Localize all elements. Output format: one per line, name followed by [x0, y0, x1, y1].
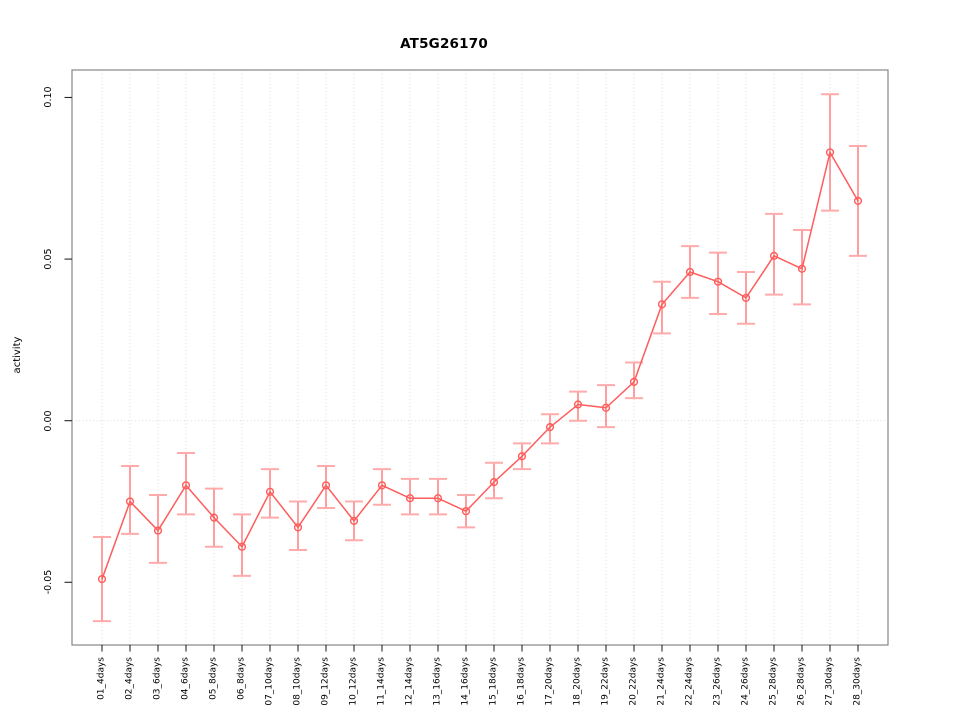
data-point — [713, 277, 723, 286]
x-tick-label: 04_6days — [180, 657, 191, 700]
x-tick-label: 07_10days — [264, 657, 275, 706]
x-tick-label: 14_16days — [460, 657, 471, 706]
x-tick-label: 27_30days — [824, 657, 835, 706]
x-tick-label: 10_12days — [348, 657, 359, 706]
data-point — [741, 293, 751, 302]
x-tick-label: 11_14days — [376, 657, 387, 706]
data-point — [545, 423, 555, 432]
y-tick-label: 0.05 — [43, 248, 54, 270]
data-point — [489, 477, 499, 487]
y-tick-label: -0.05 — [43, 569, 54, 595]
x-tick-label: 08_10days — [292, 657, 303, 706]
data-point — [209, 513, 219, 522]
x-tick-label: 24_26days — [740, 657, 751, 706]
data-point — [125, 497, 135, 506]
data-point — [237, 542, 247, 551]
x-tick-label: 01_4days — [96, 657, 107, 700]
data-point — [685, 267, 695, 277]
x-tick-label: 22_24days — [684, 657, 695, 706]
data-point — [769, 251, 779, 260]
data-point — [97, 574, 107, 584]
x-tick-label: 23_26days — [712, 657, 723, 706]
x-tick-label: 02_4days — [124, 657, 135, 700]
data-point — [265, 487, 275, 496]
data-point — [377, 481, 387, 490]
x-tick-label: 13_16days — [432, 657, 443, 706]
x-tick-label: 20_22days — [628, 657, 639, 706]
data-point — [293, 523, 303, 532]
data-point — [629, 377, 639, 387]
data-point — [349, 516, 359, 525]
x-tick-label: 26_28days — [796, 657, 807, 706]
x-tick-label: 12_14days — [404, 657, 415, 706]
x-tick-label: 21_24days — [656, 657, 667, 706]
x-tick-label: 25_28days — [768, 657, 779, 706]
data-point — [461, 507, 471, 516]
x-tick-label: 28_30days — [852, 657, 863, 706]
data-point — [573, 400, 583, 409]
y-tick-label: 0.10 — [43, 86, 54, 109]
x-tick-label: 06_8days — [236, 657, 247, 700]
data-point — [825, 148, 835, 157]
data-point — [405, 494, 415, 503]
data-point — [153, 526, 163, 535]
series-line — [101, 151, 859, 580]
data-point — [657, 300, 667, 309]
y-tick-label: 0.00 — [43, 410, 54, 432]
x-tick-label: 05_8days — [208, 657, 219, 700]
data-point — [181, 481, 191, 490]
data-point — [433, 494, 443, 503]
data-point — [853, 196, 863, 206]
x-tick-label: 03_6days — [152, 657, 163, 700]
x-tick-label: 18_20days — [572, 657, 583, 706]
x-tick-label: 15_18days — [488, 657, 499, 706]
x-tick-label: 19_22days — [600, 657, 611, 706]
plot-border — [71, 69, 889, 646]
x-tick-label: 17_20days — [544, 657, 555, 706]
data-point — [517, 452, 527, 461]
x-tick-label: 16_18days — [516, 657, 527, 706]
chart-title: AT5G26170 — [400, 36, 488, 52]
data-point — [321, 481, 331, 490]
x-tick-label: 09_12days — [320, 657, 331, 706]
data-point — [601, 403, 611, 412]
data-point — [797, 264, 807, 273]
